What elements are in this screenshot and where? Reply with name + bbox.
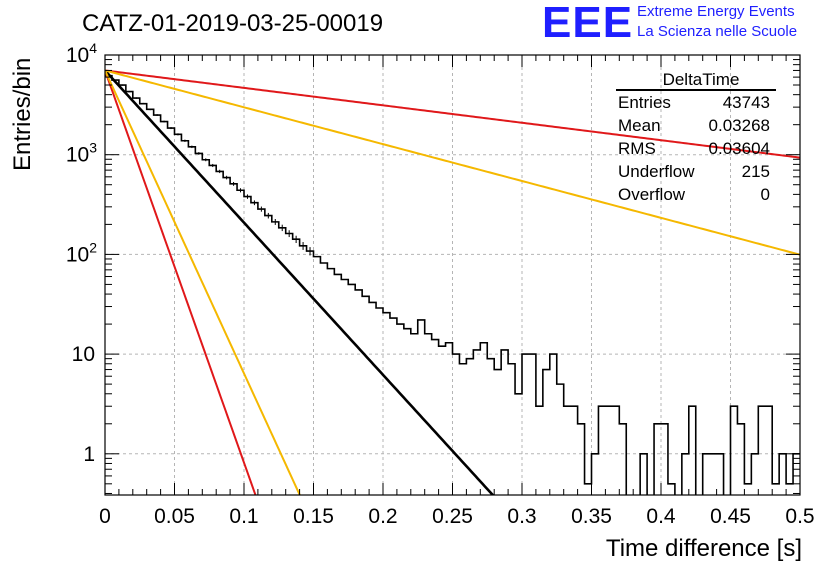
fit-curve xyxy=(105,70,301,495)
stats-value: 43743 xyxy=(722,93,770,112)
fit-curve xyxy=(105,70,257,495)
stats-row: Mean 0.03268 xyxy=(612,114,780,137)
y-tick-label: 103 xyxy=(66,140,97,167)
curves xyxy=(105,69,800,495)
y-tick-label: 104 xyxy=(66,40,97,67)
fit-curve xyxy=(105,69,495,495)
logo-text-line2: La Scienza nelle Scuole xyxy=(637,23,798,40)
y-axis-label: Entries/bin xyxy=(9,57,36,171)
stats-label: Underflow xyxy=(618,162,695,181)
stats-title: DeltaTime xyxy=(662,70,740,89)
x-axis-label: Time difference [s] xyxy=(605,535,802,562)
stats-value: 0.03268 xyxy=(708,116,770,135)
tick-labels: 0 0.05 0.1 0.15 0.2 0.25 0.3 0.35 0.4 0.45 0.5 104 1… xyxy=(66,40,815,528)
stats-value: 0 xyxy=(760,185,770,204)
x-tick-label: 0 xyxy=(99,505,111,528)
stats-value: 0.03604 xyxy=(708,139,770,158)
x-tick-label: 0.35 xyxy=(571,505,612,528)
axes-frame xyxy=(104,54,801,496)
stats-value: 215 xyxy=(741,162,770,181)
stats-row: Underflow 215 xyxy=(612,160,780,183)
x-tick-label: 0.45 xyxy=(710,505,751,528)
histogram-deltatime xyxy=(105,74,800,495)
x-tick-label: 0.15 xyxy=(293,505,334,528)
y-tick-label: 102 xyxy=(66,239,97,266)
fit-curve xyxy=(105,69,800,159)
stats-box: DeltaTime Entries 43743 Mean 0.03268 RMS 0.… xyxy=(612,70,780,206)
x-tick-label: 0.05 xyxy=(154,505,195,528)
eee-logo: EEE xyxy=(542,0,634,47)
stats-title-underline xyxy=(616,89,776,91)
chart-title: CATZ-01-2019-03-25-00019 xyxy=(82,10,384,37)
stats-row: RMS 0.03604 xyxy=(612,137,780,160)
x-tick-label: 0.25 xyxy=(432,505,473,528)
x-tick-label: 0.1 xyxy=(229,505,258,528)
stats-label: RMS xyxy=(618,139,656,158)
stats-row: Entries 43743 xyxy=(612,91,780,114)
stats-row: Overflow 0 xyxy=(612,183,780,206)
x-tick-label: 0.3 xyxy=(507,505,536,528)
stats-label: Entries xyxy=(618,93,671,112)
grid xyxy=(105,54,800,495)
logo-text-line1: Extreme Energy Events xyxy=(637,3,795,20)
stats-label: Overflow xyxy=(618,185,686,204)
stats-label: Mean xyxy=(618,116,661,135)
fit-curve xyxy=(105,69,800,256)
y-tick-label: 10 xyxy=(72,343,95,366)
x-tick-label: 0.2 xyxy=(368,505,397,528)
x-tick-label: 0.5 xyxy=(785,505,814,528)
x-tick-label: 0.4 xyxy=(646,505,676,528)
y-tick-label: 1 xyxy=(83,443,95,466)
